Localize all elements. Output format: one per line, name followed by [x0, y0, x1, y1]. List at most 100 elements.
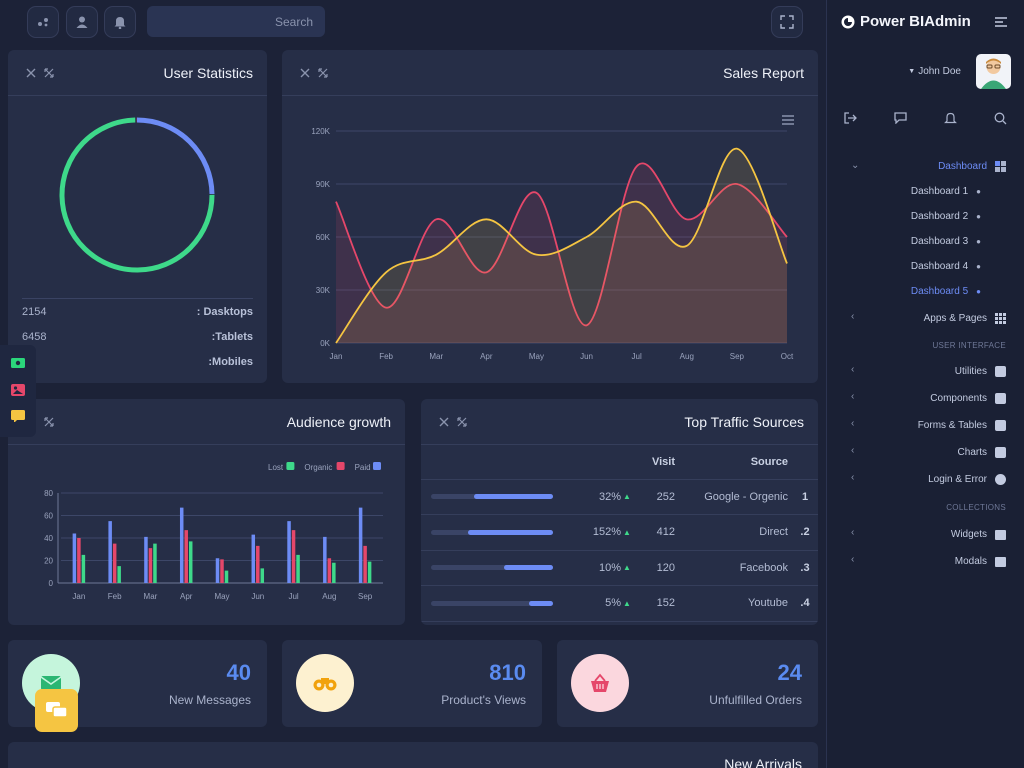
sidebar-item-forms-tables[interactable]: Forms & Tables [918, 420, 1006, 431]
bar [291, 530, 296, 583]
card-tools [300, 67, 328, 78]
stat-label: : Dasktops [196, 305, 253, 318]
profile-button[interactable] [66, 6, 98, 38]
x-tick-label: Jan [330, 352, 343, 361]
progress-cell [421, 585, 561, 622]
donut-chart [59, 117, 215, 273]
sidebar-item-label: Dashboard 1 [910, 186, 969, 197]
dots-icon [38, 18, 48, 27]
series-line [335, 147, 788, 344]
close-icon[interactable] [26, 68, 36, 78]
card-header: Top Traffic Sources [421, 399, 818, 445]
bell-icon[interactable] [944, 112, 957, 125]
chart-menu-icon[interactable] [782, 115, 794, 125]
grid-icon [995, 313, 1006, 324]
sidebar-item-dashboard-4[interactable]: Dashboard 4 ● [911, 261, 981, 272]
apps-button[interactable] [27, 6, 59, 38]
table-row[interactable]: 5% ▲ 152 Youtube .4 [421, 585, 818, 622]
legend-label: Paid [355, 463, 371, 472]
chevron-left-icon[interactable]: ‹ [851, 391, 855, 402]
card-tools [439, 416, 467, 427]
sidebar-item-widgets[interactable]: Widgets [951, 529, 1006, 540]
avatar-icon [981, 58, 1006, 89]
image-icon[interactable] [11, 384, 25, 396]
visit-value: 152 [631, 585, 681, 622]
card-title: Audience growth [286, 413, 391, 430]
logout-icon[interactable] [844, 112, 857, 124]
legend-label: Organic [304, 463, 332, 472]
y-tick-label: 120K [311, 127, 330, 136]
bar [224, 570, 229, 583]
expand-icon[interactable] [318, 67, 328, 78]
visit-value: 120 [631, 550, 681, 586]
chevron-left-icon[interactable]: ‹ [851, 364, 855, 375]
close-icon[interactable] [439, 417, 449, 427]
sidebar-item-dashboard-2[interactable]: Dashboard 2 ● [911, 211, 981, 222]
sidebar-item-modals[interactable]: Modals [955, 556, 1006, 567]
source-name: Youtube [681, 585, 792, 622]
y-tick-label: 90K [316, 180, 331, 189]
expand-icon[interactable] [44, 416, 54, 427]
chat-icon[interactable] [11, 410, 25, 422]
y-tick-label: 60K [316, 233, 331, 242]
brand[interactable]: Power BIAdmin [841, 13, 971, 30]
edit-icon [995, 366, 1006, 377]
bar [296, 554, 300, 583]
sidebar-item-charts[interactable]: Charts [958, 447, 1006, 458]
sidebar-item-utilities[interactable]: Utilities [955, 366, 1006, 377]
dot-icon: ● [976, 262, 981, 271]
notifications-button[interactable] [104, 6, 136, 38]
x-tick-label: May [529, 352, 544, 361]
sidebar-item-dashboard-5[interactable]: Dashboard 5 ● [911, 286, 981, 297]
sidebar-item-components[interactable]: Components [930, 393, 1006, 404]
cash-icon[interactable] [11, 358, 25, 368]
user-dropdown[interactable]: ▼ John Doe [908, 66, 961, 77]
growth-pct: 10% [561, 550, 621, 586]
source-name: Direct [681, 514, 792, 551]
avatar[interactable] [976, 54, 1011, 89]
fullscreen-button[interactable] [771, 6, 803, 38]
x-tick-label: Sep [358, 592, 373, 601]
chevron-down-icon[interactable]: ⌄ [851, 160, 860, 171]
menu-toggle-icon[interactable] [995, 17, 1007, 27]
chevron-left-icon[interactable]: ‹ [851, 311, 855, 322]
sidebar-item-label: Utilities [954, 366, 987, 377]
sidebar-item-dashboard-1[interactable]: Dashboard 1 ● [911, 186, 981, 197]
expand-icon[interactable] [457, 416, 467, 427]
progress-fill [528, 600, 553, 606]
message-icon[interactable] [894, 112, 907, 124]
search-icon[interactable] [994, 112, 1007, 125]
progress-fill [504, 565, 553, 571]
card-title: Top Traffic Sources [684, 413, 804, 430]
bar [251, 534, 256, 583]
card-title: User Statistics [163, 64, 253, 81]
chevron-left-icon[interactable]: ‹ [851, 527, 855, 538]
brand-name: Power BIAdmin [860, 13, 971, 30]
table-row[interactable]: 152% ▲ 412 Direct .2 [421, 514, 818, 551]
row-index: 1 [792, 479, 818, 515]
table-row[interactable]: 32% ▲ 252 Google - Orgenic 1 [421, 479, 818, 515]
bar [112, 543, 117, 583]
expand-icon[interactable] [44, 67, 54, 78]
sidebar-item-login-error[interactable]: Login & Error [928, 474, 1006, 485]
table-row[interactable]: 10% ▲ 120 Facebook .3 [421, 550, 818, 586]
pie-slice [136, 117, 215, 195]
sidebar-item-dashboard[interactable]: Dashboard [938, 161, 1006, 172]
search-input[interactable] [158, 14, 327, 29]
sidebar-item-dashboard-3[interactable]: Dashboard 3 ● [911, 236, 981, 247]
close-icon[interactable] [300, 68, 310, 78]
chevron-left-icon[interactable]: ‹ [851, 472, 855, 483]
chart-icon [995, 447, 1006, 458]
table-header-row: Visit Source [421, 445, 818, 480]
chevron-left-icon[interactable]: ‹ [851, 554, 855, 565]
x-tick-label: Jun [251, 592, 264, 601]
x-tick-label: Jan [72, 592, 85, 601]
arrow-up-icon: ▲ [621, 585, 631, 622]
sidebar-item-apps[interactable]: Apps & Pages [924, 313, 1006, 324]
bar [108, 521, 112, 583]
chat-button[interactable] [35, 689, 78, 732]
y-tick-label: 30K [316, 286, 331, 295]
progress-cell [421, 514, 561, 551]
chevron-left-icon[interactable]: ‹ [851, 445, 855, 456]
chevron-left-icon[interactable]: ‹ [851, 418, 855, 429]
